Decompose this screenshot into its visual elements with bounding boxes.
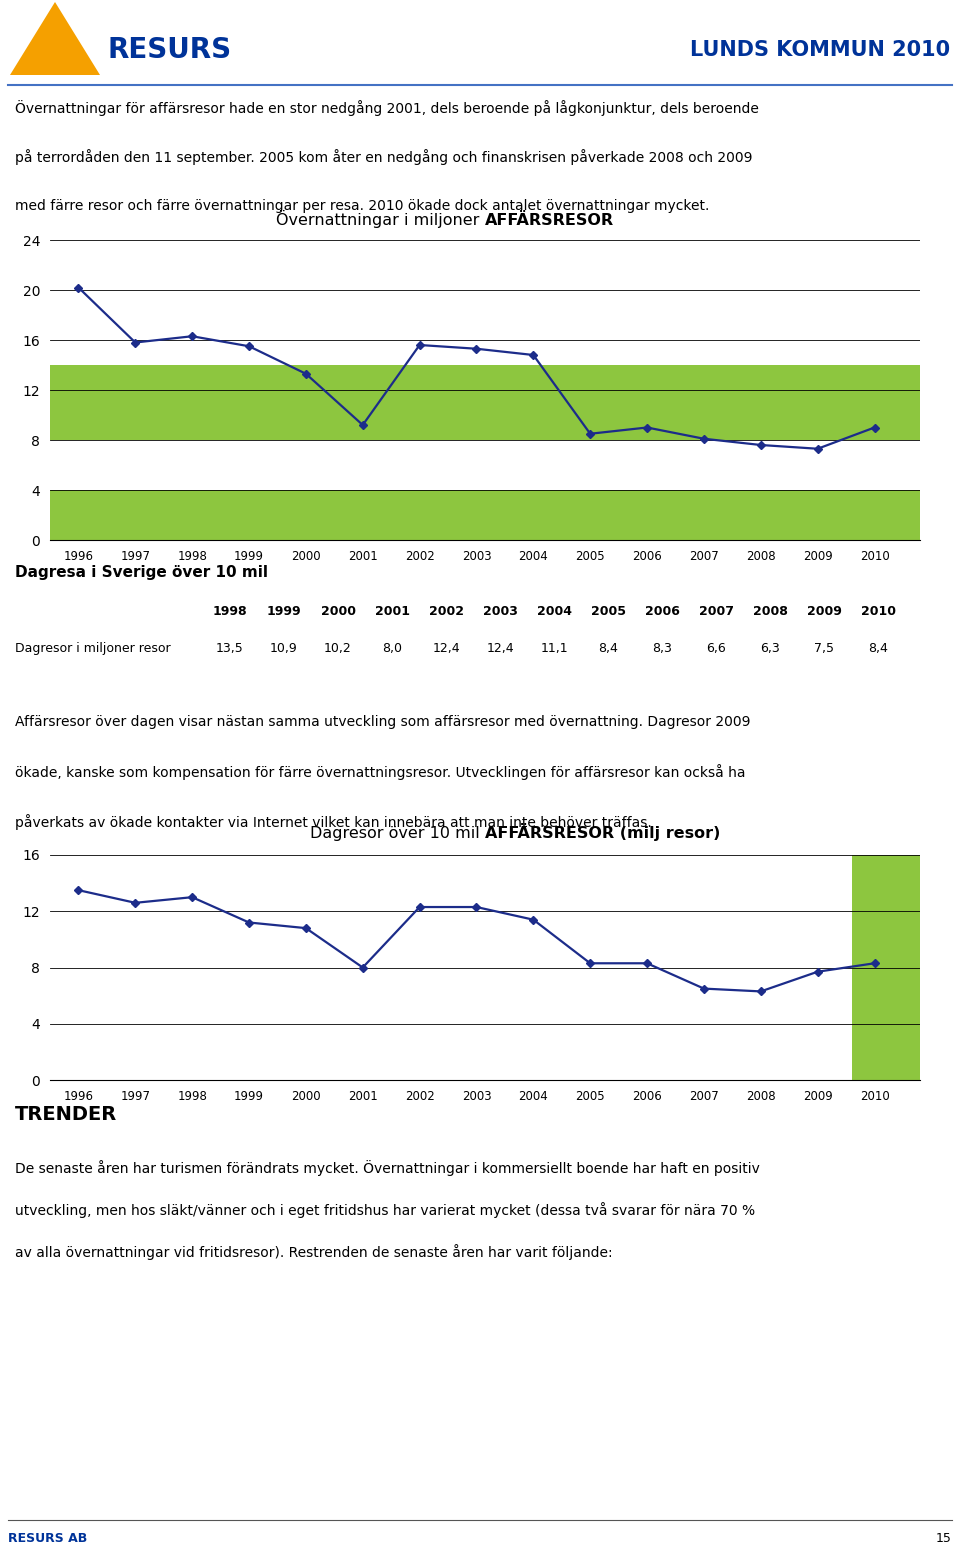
Text: på terrordåden den 11 september. 2005 kom åter en nedgång och finanskrisen påver: på terrordåden den 11 september. 2005 ko… bbox=[15, 149, 753, 165]
Text: Övernattningar för affärsresor hade en stor nedgång 2001, dels beroende på lågko: Övernattningar för affärsresor hade en s… bbox=[15, 100, 758, 117]
Text: 2005: 2005 bbox=[590, 605, 626, 618]
Text: ökade, kanske som kompensation för färre övernattningsresor. Utvecklingen för af: ökade, kanske som kompensation för färre… bbox=[15, 764, 746, 781]
Text: TRENDER: TRENDER bbox=[15, 1105, 117, 1123]
Text: 2004: 2004 bbox=[537, 605, 571, 618]
Polygon shape bbox=[10, 2, 100, 75]
Text: av alla övernattningar vid fritidsresor). Restrenden de senaste åren har varit f: av alla övernattningar vid fritidsresor)… bbox=[15, 1243, 612, 1260]
Text: 8,3: 8,3 bbox=[652, 643, 672, 655]
Text: 2007: 2007 bbox=[699, 605, 733, 618]
Text: 2009: 2009 bbox=[806, 605, 841, 618]
Text: 6,6: 6,6 bbox=[707, 643, 726, 655]
Text: RESURS: RESURS bbox=[108, 36, 232, 64]
Text: 10,2: 10,2 bbox=[324, 643, 352, 655]
Text: AFFÄRSRESOR: AFFÄRSRESOR bbox=[485, 213, 614, 229]
Text: RESURS AB: RESURS AB bbox=[8, 1533, 87, 1545]
Bar bbox=[50, 366, 920, 440]
Text: 2008: 2008 bbox=[753, 605, 787, 618]
Text: Dagresor över 10 mil: Dagresor över 10 mil bbox=[310, 826, 485, 842]
Text: Dagresor i miljoner resor: Dagresor i miljoner resor bbox=[15, 643, 171, 655]
Text: Affärsresor över dagen visar nästan samma utveckling som affärsresor med övernat: Affärsresor över dagen visar nästan samm… bbox=[15, 716, 751, 730]
Text: med färre resor och färre övernattningar per resa. 2010 ökade dock antalet övern: med färre resor och färre övernattningar… bbox=[15, 199, 709, 213]
Text: 8,4: 8,4 bbox=[598, 643, 618, 655]
Text: Övernattningar i miljoner: Övernattningar i miljoner bbox=[276, 210, 485, 229]
Text: LUNDS KOMMUN 2010: LUNDS KOMMUN 2010 bbox=[690, 40, 950, 61]
Text: 2000: 2000 bbox=[321, 605, 355, 618]
Text: 1998: 1998 bbox=[213, 605, 248, 618]
Text: 2010: 2010 bbox=[860, 605, 896, 618]
Text: 13,5: 13,5 bbox=[216, 643, 244, 655]
Text: 10,9: 10,9 bbox=[270, 643, 298, 655]
Text: 2002: 2002 bbox=[428, 605, 464, 618]
Bar bbox=[50, 490, 920, 540]
Text: 2006: 2006 bbox=[644, 605, 680, 618]
Text: 11,1: 11,1 bbox=[540, 643, 567, 655]
Text: 6,3: 6,3 bbox=[760, 643, 780, 655]
Text: 12,4: 12,4 bbox=[432, 643, 460, 655]
Text: 7,5: 7,5 bbox=[814, 643, 834, 655]
Text: De senaste åren har turismen förändrats mycket. Övernattningar i kommersiellt bo: De senaste åren har turismen förändrats … bbox=[15, 1161, 760, 1176]
Text: Dagresa i Sverige över 10 mil: Dagresa i Sverige över 10 mil bbox=[15, 565, 268, 580]
Text: 1999: 1999 bbox=[267, 605, 301, 618]
Text: påverkats av ökade kontakter via Internet vilket kan innebära att man inte behöv: påverkats av ökade kontakter via Interne… bbox=[15, 814, 652, 829]
Text: AFFÄRSRESOR (milj resor): AFFÄRSRESOR (milj resor) bbox=[485, 823, 720, 842]
Text: 8,4: 8,4 bbox=[868, 643, 888, 655]
Text: utveckling, men hos släkt/vänner och i eget fritidshus har varierat mycket (dess: utveckling, men hos släkt/vänner och i e… bbox=[15, 1201, 756, 1218]
Text: 12,4: 12,4 bbox=[486, 643, 514, 655]
Text: 2001: 2001 bbox=[374, 605, 410, 618]
Text: 8,0: 8,0 bbox=[382, 643, 402, 655]
Text: 15: 15 bbox=[936, 1533, 952, 1545]
Bar bbox=[852, 854, 920, 1080]
Text: 2003: 2003 bbox=[483, 605, 517, 618]
